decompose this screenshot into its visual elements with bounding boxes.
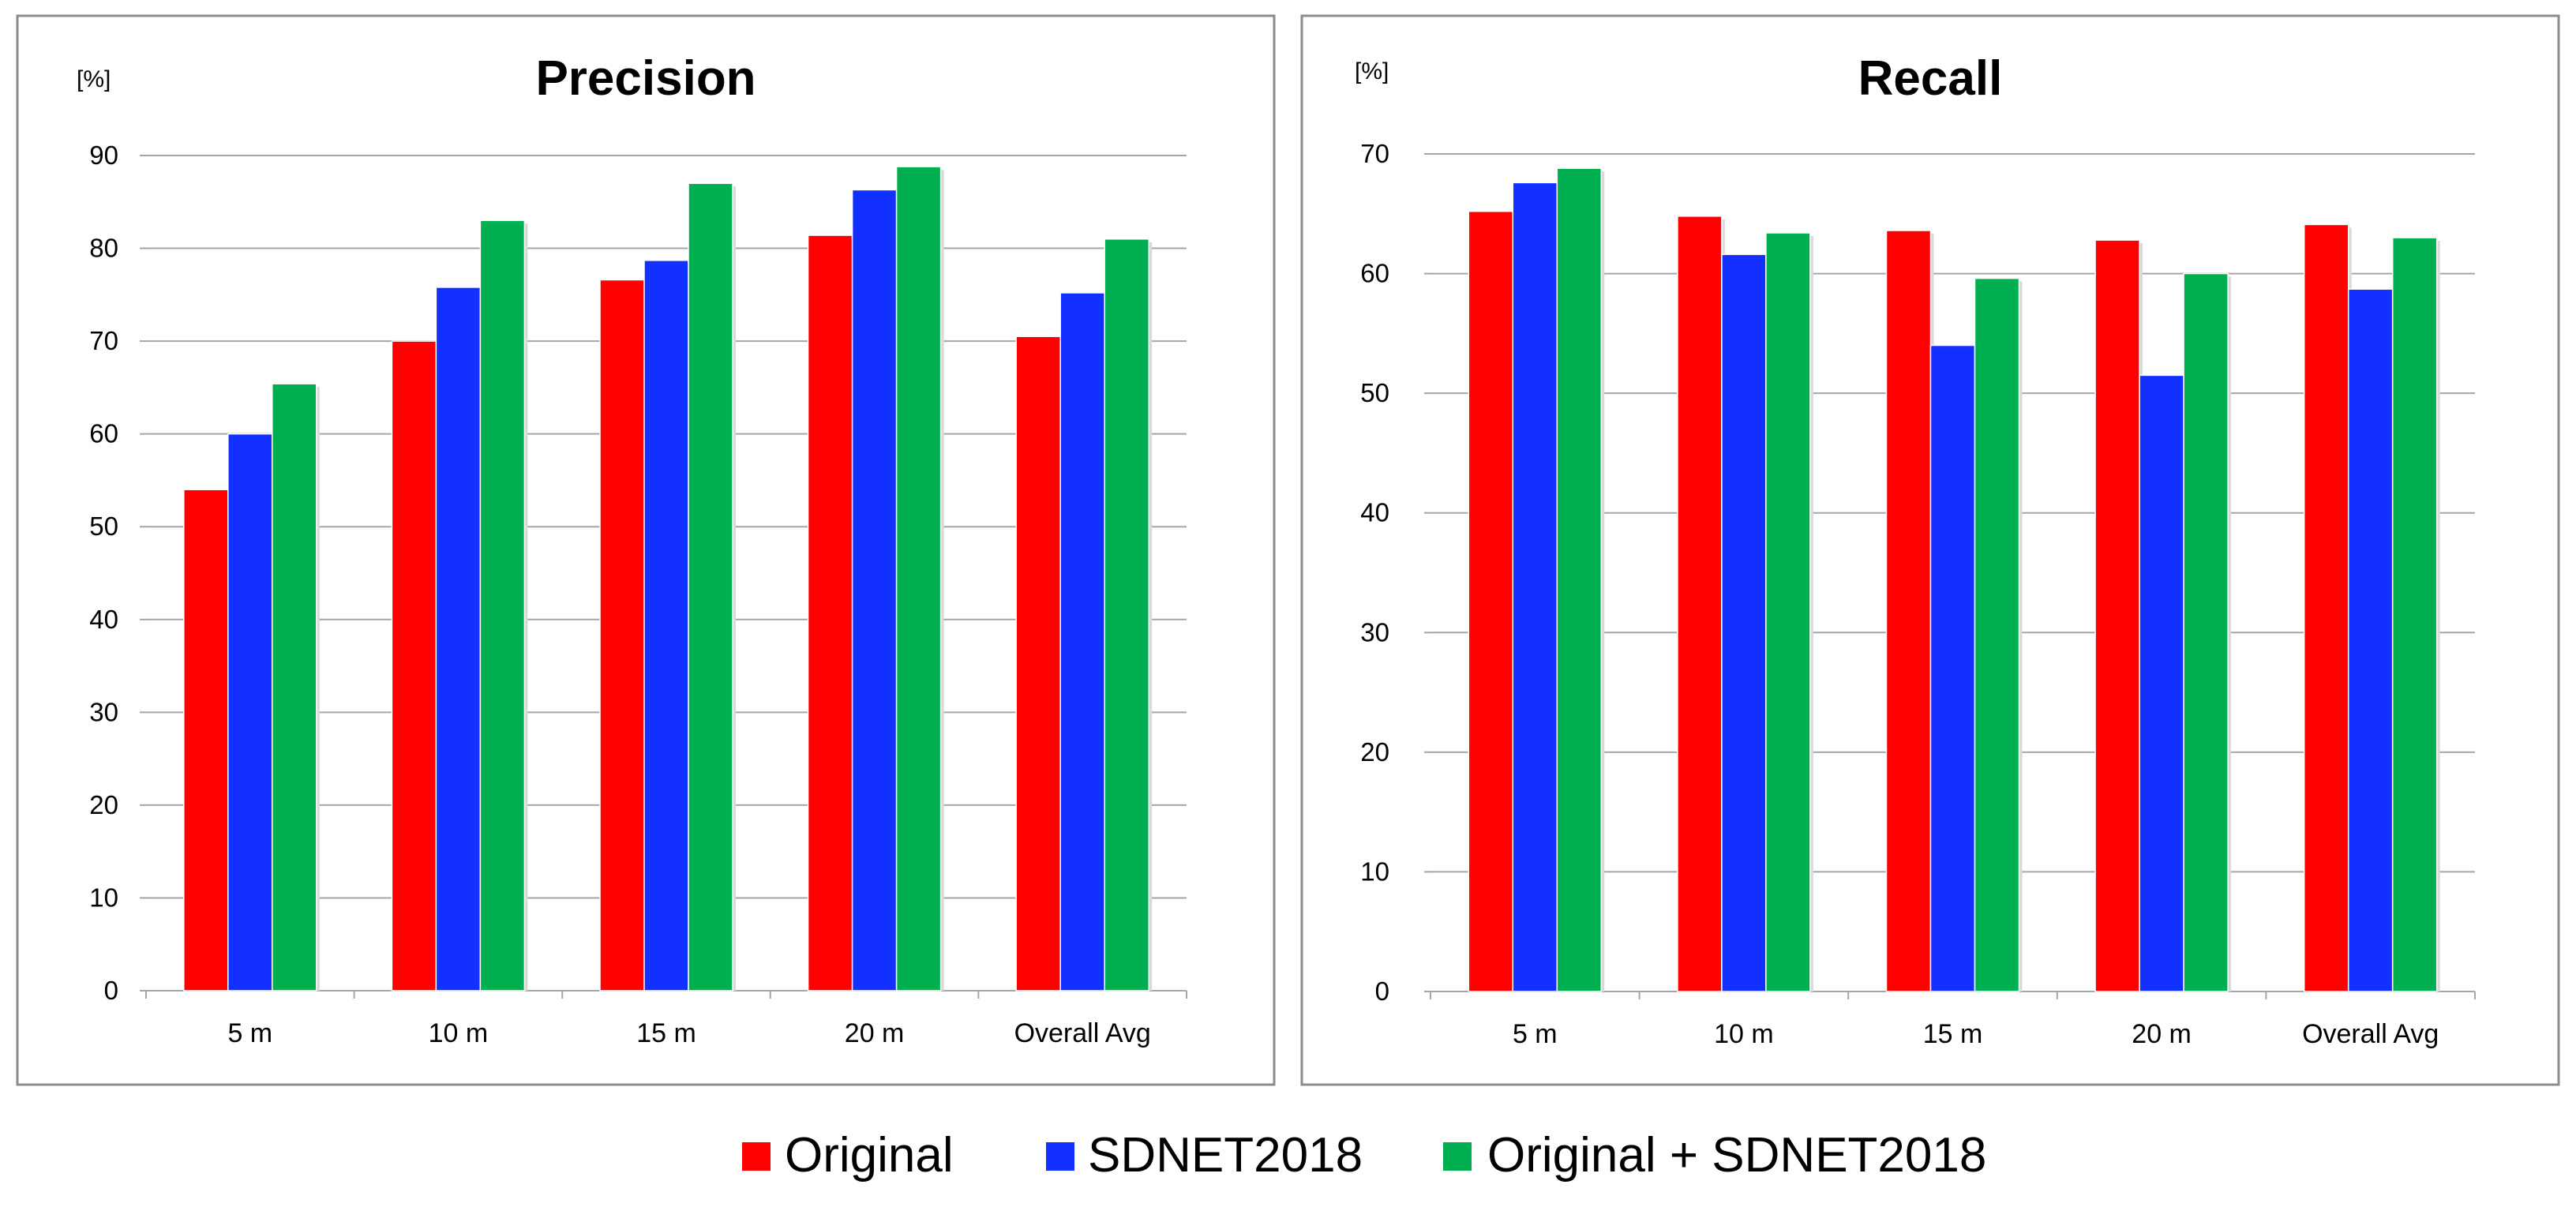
precision-y-tick-label: 80 [89, 234, 118, 263]
precision-bar-original-20-m [807, 234, 853, 991]
recall-x-tick-label: 5 m [1513, 1019, 1558, 1049]
recall-y-tick-label: 60 [1360, 259, 1389, 288]
recall-unit-label: [%] [1355, 58, 1389, 84]
precision-x-tick-label: Overall Avg [1014, 1018, 1151, 1048]
precision-bar-sdnet2018-5-m [227, 433, 273, 991]
chart-legend: Original SDNET2018 Original + SDNET2018 [742, 1128, 1986, 1183]
precision-y-tick-label: 10 [89, 883, 118, 912]
legend-label-original: Original [785, 1128, 954, 1183]
precision-bar-original-plus-sdnet2018-15-m [688, 182, 733, 991]
recall-bar-original-plus-sdnet2018-10-m [1765, 232, 1811, 992]
precision-y-tick-label: 40 [89, 605, 118, 634]
recall-x-tick-label: 10 m [1714, 1019, 1774, 1049]
precision-bar-original-plus-sdnet2018-overall-avg [1104, 238, 1149, 991]
recall-bar-original-20-m [2094, 239, 2140, 992]
recall-bar-sdnet2018-20-m [2139, 374, 2184, 992]
precision-bars [183, 166, 1153, 991]
recall-x-tick-label: 20 m [2132, 1019, 2192, 1049]
precision-bar-original-5-m [183, 489, 229, 991]
precision-y-tick-label: 30 [89, 697, 118, 726]
precision-bar-original-plus-sdnet2018-5-m [272, 383, 317, 991]
precision-y-tick-label: 90 [89, 141, 118, 170]
recall-bar-sdnet2018-overall-avg [2347, 288, 2394, 992]
recall-bar-sdnet2018-15-m [1929, 344, 1976, 992]
precision-y-tick-labels: 0 10 20 30 40 50 60 70 80 90 [89, 141, 118, 1005]
recall-bar-original-5-m [1468, 211, 1514, 992]
recall-bar-original-15-m [1885, 230, 1932, 992]
recall-chart-panel: Recall [%] 0 10 20 30 40 50 60 70 5 m 10 m 15 m 20… [1300, 14, 2560, 1086]
precision-x-tick-label: 10 m [429, 1018, 489, 1048]
recall-bars [1468, 167, 2440, 992]
recall-bar-sdnet2018-5-m [1512, 182, 1558, 992]
precision-x-tick-label: 20 m [845, 1018, 905, 1048]
precision-y-tick-label: 0 [104, 976, 118, 1005]
precision-bar-original-plus-sdnet2018-10-m [479, 219, 526, 991]
recall-bar-original-plus-sdnet2018-20-m [2183, 272, 2229, 992]
precision-bar-sdnet2018-15-m [643, 260, 689, 991]
legend-label-original-plus-sdnet2018: Original + SDNET2018 [1487, 1128, 1986, 1183]
precision-y-tick-label: 20 [89, 790, 118, 819]
recall-bar-original-10-m [1677, 216, 1723, 992]
precision-x-tick-labels: 5 m 10 m 15 m 20 m Overall Avg [227, 1018, 1150, 1048]
recall-x-tick-labels: 5 m 10 m 15 m 20 m Overall Avg [1513, 1019, 2439, 1049]
precision-chart-title: Precision [535, 51, 756, 106]
legend-swatch-sdnet2018 [1046, 1142, 1074, 1171]
precision-bar-original-plus-sdnet2018-20-m [895, 166, 942, 991]
recall-y-tick-labels: 0 10 20 30 40 50 60 70 [1360, 139, 1389, 1006]
legend-swatch-original [742, 1142, 771, 1171]
recall-y-tick-label: 30 [1360, 617, 1389, 647]
precision-unit-label: [%] [77, 66, 111, 92]
precision-bar-sdnet2018-10-m [435, 287, 482, 991]
recall-x-tick-label: Overall Avg [2302, 1019, 2439, 1049]
precision-y-tick-label: 70 [89, 326, 118, 355]
recall-y-tick-label: 20 [1360, 737, 1389, 767]
precision-y-tick-label: 60 [89, 419, 118, 448]
recall-bar-original-plus-sdnet2018-overall-avg [2391, 237, 2438, 992]
recall-y-tick-label: 40 [1360, 498, 1389, 527]
recall-x-tick-label: 15 m [1923, 1019, 1983, 1049]
recall-y-tick-label: 70 [1360, 139, 1389, 168]
precision-x-tick-label: 15 m [636, 1018, 696, 1048]
legend-swatch-original-plus-sdnet2018 [1443, 1142, 1472, 1171]
recall-y-tick-label: 50 [1360, 378, 1389, 407]
precision-bar-original-10-m [391, 340, 437, 991]
legend-label-sdnet2018: SDNET2018 [1088, 1128, 1363, 1183]
recall-y-tick-label: 0 [1375, 976, 1389, 1006]
precision-bar-original-15-m [599, 279, 645, 991]
recall-chart-title: Recall [1858, 51, 2003, 106]
precision-bar-sdnet2018-20-m [851, 189, 898, 991]
recall-bar-original-plus-sdnet2018-5-m [1556, 167, 1603, 992]
precision-bar-sdnet2018-overall-avg [1059, 292, 1105, 991]
precision-bar-original-overall-avg [1015, 335, 1061, 991]
precision-y-tick-label: 50 [89, 512, 118, 541]
precision-x-tick-label: 5 m [227, 1018, 272, 1048]
recall-bar-sdnet2018-10-m [1721, 253, 1767, 992]
recall-bar-original-plus-sdnet2018-15-m [1974, 277, 2020, 992]
recall-y-tick-label: 10 [1360, 857, 1389, 886]
precision-chart-panel: Precision [%] 0 10 20 30 40 50 60 70 80 90 5 m 10 … [16, 14, 1276, 1086]
recall-bar-original-overall-avg [2303, 223, 2349, 992]
